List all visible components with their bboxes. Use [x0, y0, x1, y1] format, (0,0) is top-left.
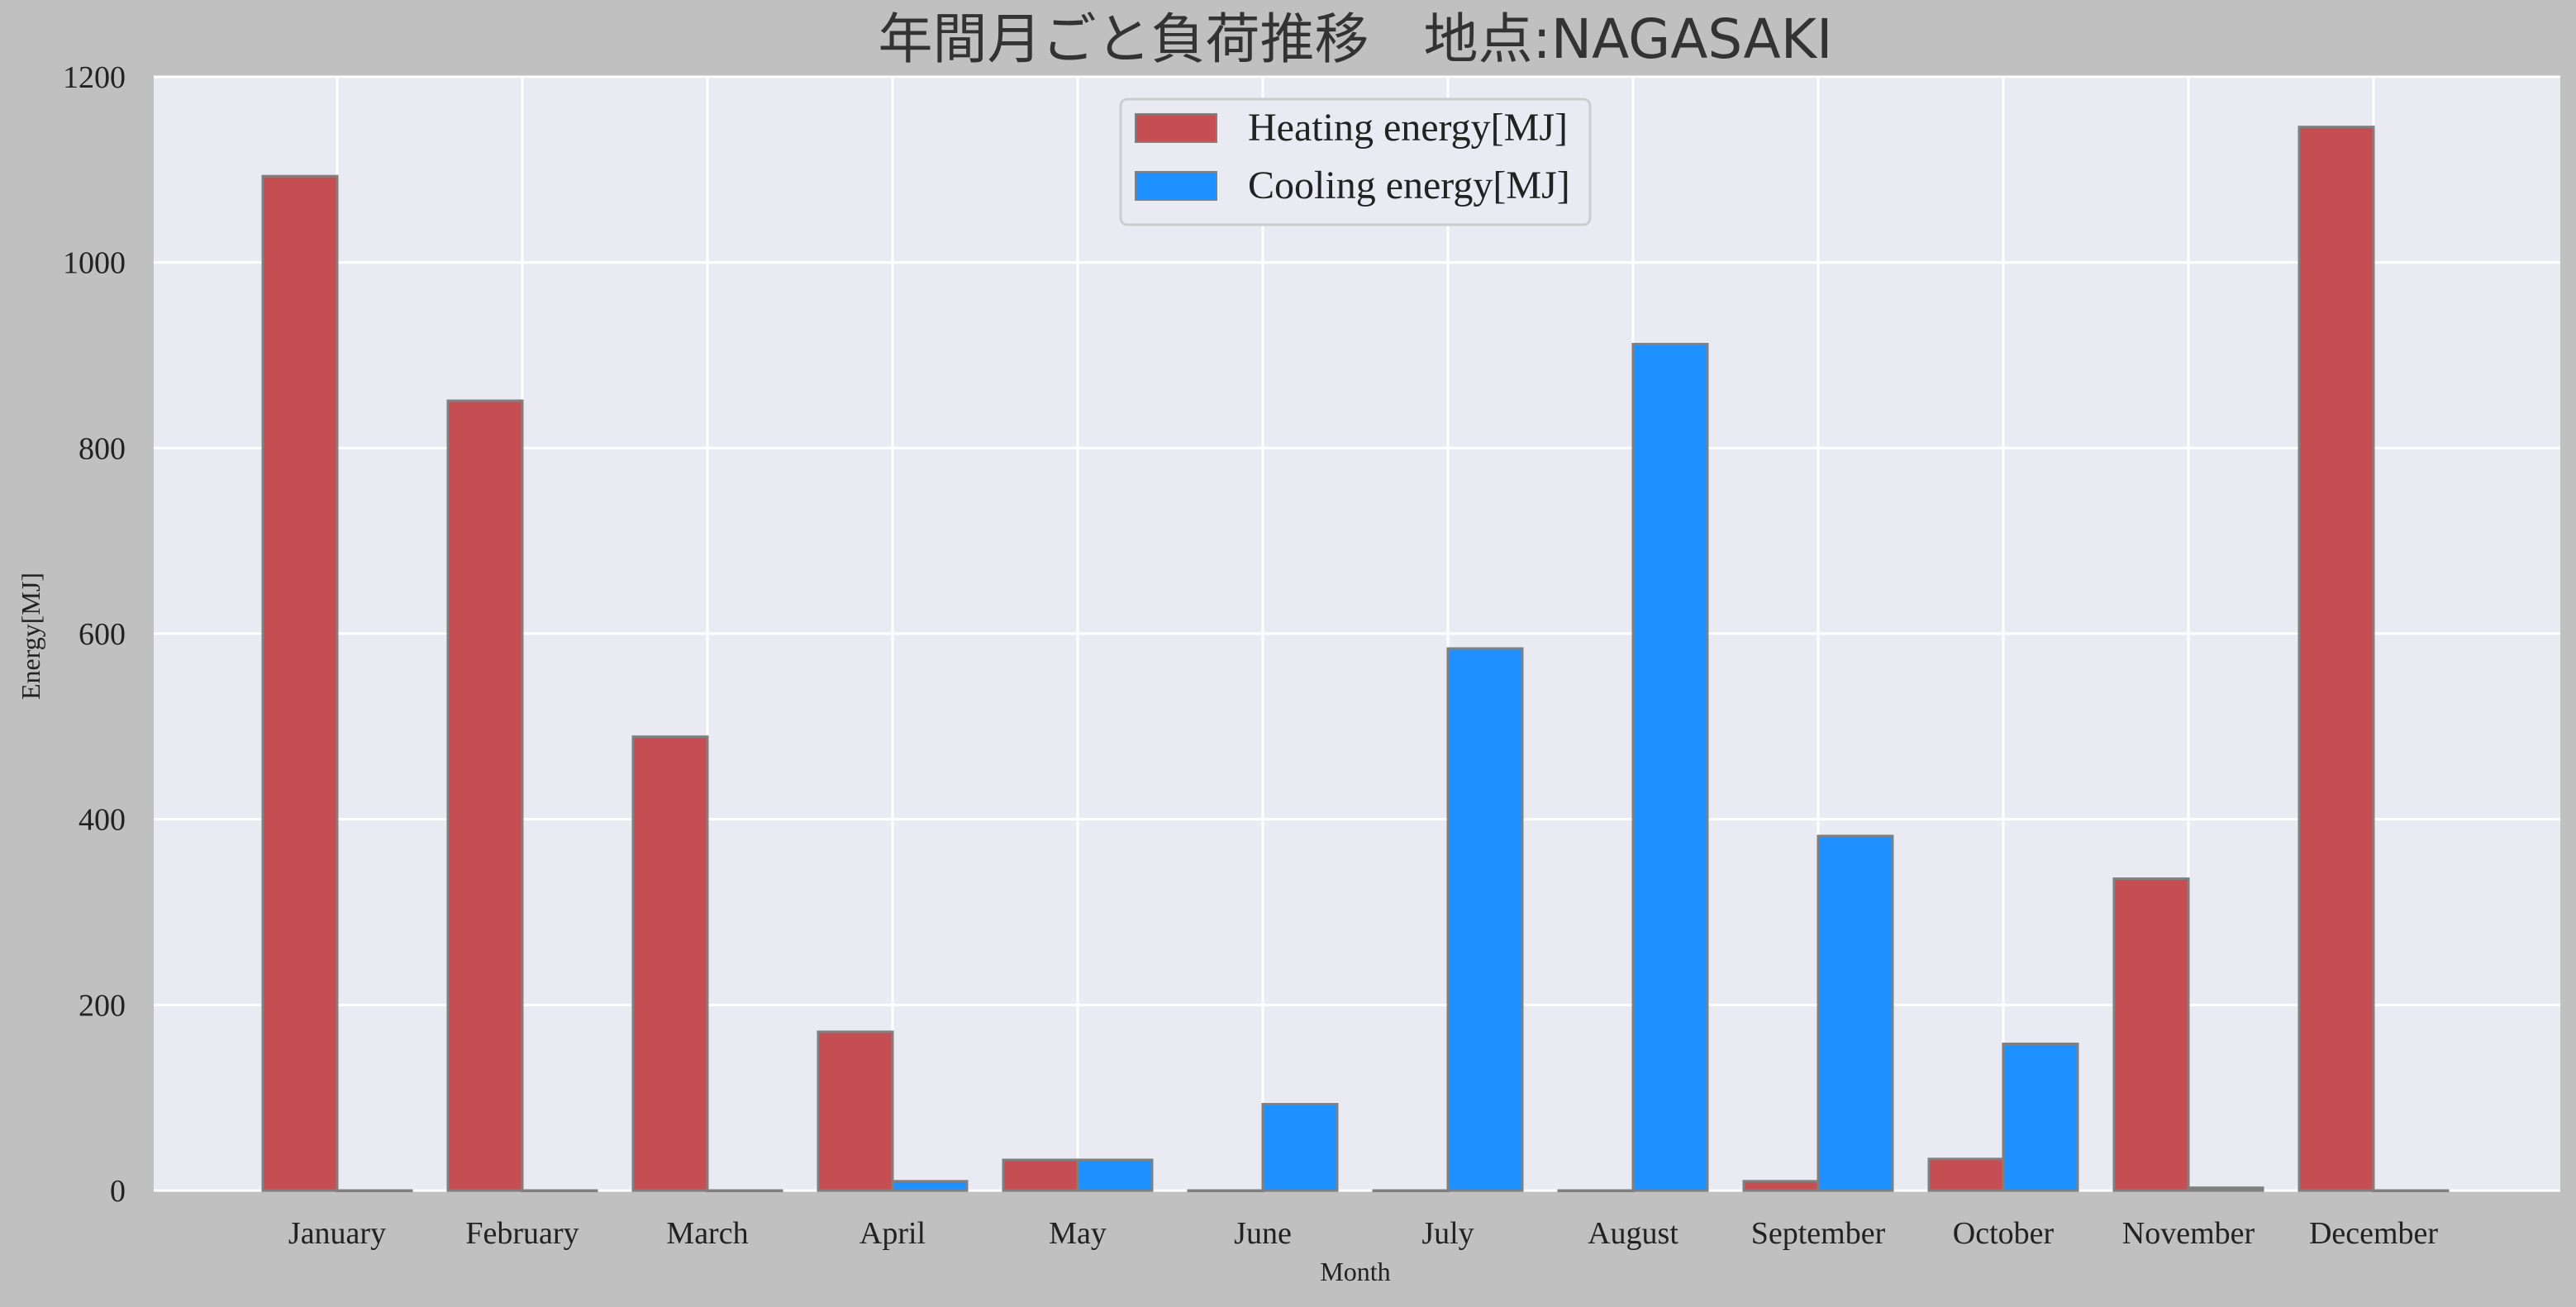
y-tick-label: 600: [79, 617, 126, 652]
bar-heating-december: [2297, 126, 2375, 1192]
x-tick-label: November: [2122, 1216, 2255, 1251]
y-axis-ticks: 0 200 400 600 800 1000 1200: [63, 60, 126, 1209]
bar-cooling-august: [1631, 343, 1709, 1192]
legend-box: [1119, 97, 1592, 226]
bar-heating-may: [1002, 1158, 1079, 1192]
bar-heating-march: [631, 735, 709, 1192]
bar-cooling-may: [1076, 1158, 1154, 1192]
legend-swatch-cooling: [1135, 171, 1217, 201]
x-tick-label: October: [1953, 1216, 2055, 1251]
bar-cooling-june: [1261, 1103, 1339, 1192]
x-axis-ticks: January February March April May June July Augu…: [288, 1216, 2438, 1251]
bar-heating-january: [261, 174, 339, 1192]
x-tick-label: February: [465, 1216, 579, 1251]
x-tick-label: March: [666, 1216, 748, 1251]
y-tick-label: 200: [79, 988, 126, 1023]
y-tick-label: 0: [110, 1174, 126, 1209]
bar-heating-october: [1927, 1157, 2005, 1192]
x-tick-label: December: [2309, 1216, 2438, 1251]
legend[interactable]: Heating energy[MJ] Cooling energy[MJ]: [1119, 97, 1592, 226]
y-tick-label: 1200: [63, 60, 126, 95]
x-tick-label: May: [1049, 1216, 1107, 1251]
chart-title: 年間月ごと負荷推移 地点:NAGASAKI: [879, 7, 1833, 71]
x-tick-label: September: [1751, 1216, 1886, 1251]
y-tick-label: 1000: [63, 246, 126, 281]
bar-cooling-april: [891, 1180, 969, 1192]
y-tick-label: 800: [79, 431, 126, 466]
bar-cooling-july: [1446, 647, 1524, 1192]
x-tick-label: June: [1234, 1216, 1292, 1251]
legend-swatch-heating: [1135, 113, 1217, 143]
legend-label-heating: Heating energy[MJ]: [1248, 106, 1568, 150]
x-tick-label: August: [1588, 1216, 1678, 1251]
bar-heating-september: [1742, 1180, 1820, 1192]
bar-heating-april: [817, 1030, 894, 1192]
x-tick-label: July: [1421, 1216, 1474, 1251]
bar-cooling-september: [1817, 834, 1894, 1192]
y-tick-label: 400: [79, 803, 126, 838]
bars: [261, 126, 2450, 1192]
bar-cooling-november: [2187, 1186, 2264, 1192]
x-tick-label: January: [288, 1216, 386, 1251]
x-axis-label: Month: [1320, 1257, 1390, 1286]
legend-label-cooling: Cooling energy[MJ]: [1248, 164, 1570, 207]
x-tick-label: April: [859, 1216, 926, 1251]
bar-cooling-october: [2002, 1043, 2079, 1192]
bar-heating-february: [446, 399, 524, 1192]
bar-heating-november: [2112, 877, 2190, 1192]
y-axis-label: Energy[MJ]: [16, 573, 45, 700]
